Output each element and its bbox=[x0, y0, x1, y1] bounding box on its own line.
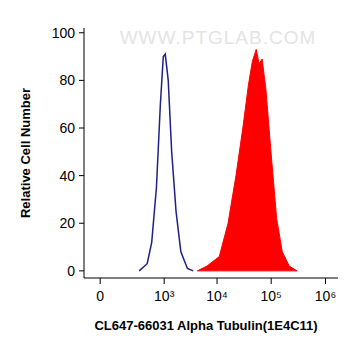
plot-area bbox=[139, 49, 297, 270]
y-axis bbox=[84, 28, 85, 278]
y-tick-label: 60 bbox=[59, 120, 75, 136]
watermark: WWW.PTGLAB.COM bbox=[120, 27, 317, 48]
y-tick bbox=[79, 32, 84, 33]
area bbox=[197, 49, 297, 270]
y-tick bbox=[79, 80, 84, 81]
y-tick-label: 20 bbox=[59, 215, 75, 231]
x-tick-label: 0 bbox=[96, 288, 104, 304]
x-tick-label: 10⁵ bbox=[260, 288, 281, 304]
y-tick-label: 0 bbox=[67, 263, 75, 279]
x-tick-label: 10⁴ bbox=[206, 288, 228, 304]
x-axis-label: CL647-66031 Alpha Tubulin(1E4C11) bbox=[94, 318, 317, 333]
x-tick bbox=[271, 278, 272, 284]
y-tick-label: 100 bbox=[52, 25, 76, 41]
x-tick bbox=[325, 278, 326, 284]
y-tick bbox=[79, 175, 84, 176]
x-tick bbox=[164, 278, 165, 284]
y-tick-label: 80 bbox=[59, 72, 75, 88]
y-tick-label: 40 bbox=[59, 168, 75, 184]
chart: WWW.PTGLAB.COM 0 20 40 60 80 100 0 10³ 10⁴ 10⁵ 10⁶ C… bbox=[0, 0, 361, 356]
y-axis-label: Relative Cell Number bbox=[18, 88, 33, 218]
x-tick-label: 10⁶ bbox=[315, 288, 336, 304]
x-tick-label: 10³ bbox=[154, 288, 175, 304]
x-axis bbox=[84, 278, 338, 279]
y-tick bbox=[79, 270, 84, 271]
y-tick bbox=[79, 128, 84, 129]
x-tick bbox=[100, 278, 101, 284]
x-tick bbox=[217, 278, 218, 284]
y-tick bbox=[79, 223, 84, 224]
line bbox=[139, 54, 193, 271]
